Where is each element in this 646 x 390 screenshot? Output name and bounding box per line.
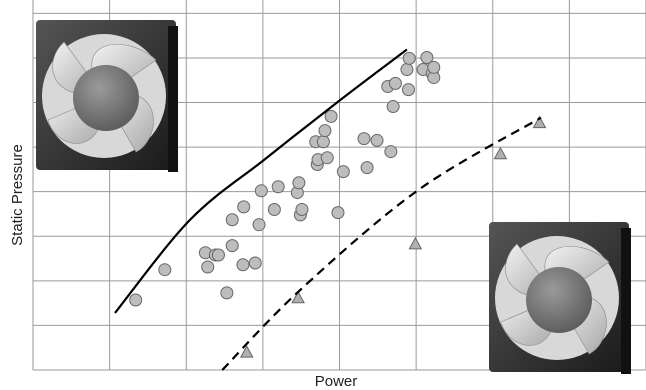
circle-point	[226, 240, 238, 252]
circle-point	[337, 166, 349, 178]
x-axis-label: Power	[315, 373, 358, 390]
circle-point	[325, 110, 337, 122]
circle-point	[296, 204, 308, 216]
circle-point	[249, 257, 261, 269]
circle-point	[272, 181, 284, 193]
circle-point	[402, 84, 414, 96]
fan-image	[489, 222, 631, 374]
circle-point	[371, 134, 383, 146]
triangle-point	[494, 148, 506, 159]
circle-point	[317, 136, 329, 148]
fan-image	[36, 20, 178, 172]
triangle-point	[292, 292, 304, 303]
circle-point	[428, 61, 440, 73]
circle-point	[238, 201, 250, 213]
circle-point	[212, 249, 224, 261]
circle-point	[389, 77, 401, 89]
chart: Static Pressure Power	[0, 0, 646, 390]
circle-point	[387, 101, 399, 113]
y-axis-label: Static Pressure	[9, 144, 26, 246]
circle-point	[255, 185, 267, 197]
circle-point	[319, 125, 331, 137]
plot	[115, 49, 546, 370]
circle-point	[226, 214, 238, 226]
circle-point	[202, 261, 214, 273]
circle-point	[385, 146, 397, 158]
circle-point	[237, 259, 249, 271]
circle-point	[293, 177, 305, 189]
circle-point	[358, 133, 370, 145]
circle-point	[403, 52, 415, 64]
circle-point	[221, 287, 233, 299]
circle-point	[130, 294, 142, 306]
circle-point	[321, 152, 333, 164]
circle-point	[159, 264, 171, 276]
circle-point	[268, 204, 280, 216]
circle-point	[401, 64, 413, 76]
circle-point	[361, 162, 373, 174]
circle-point	[332, 207, 344, 219]
triangle-point	[409, 238, 421, 249]
circle-point	[253, 219, 265, 231]
